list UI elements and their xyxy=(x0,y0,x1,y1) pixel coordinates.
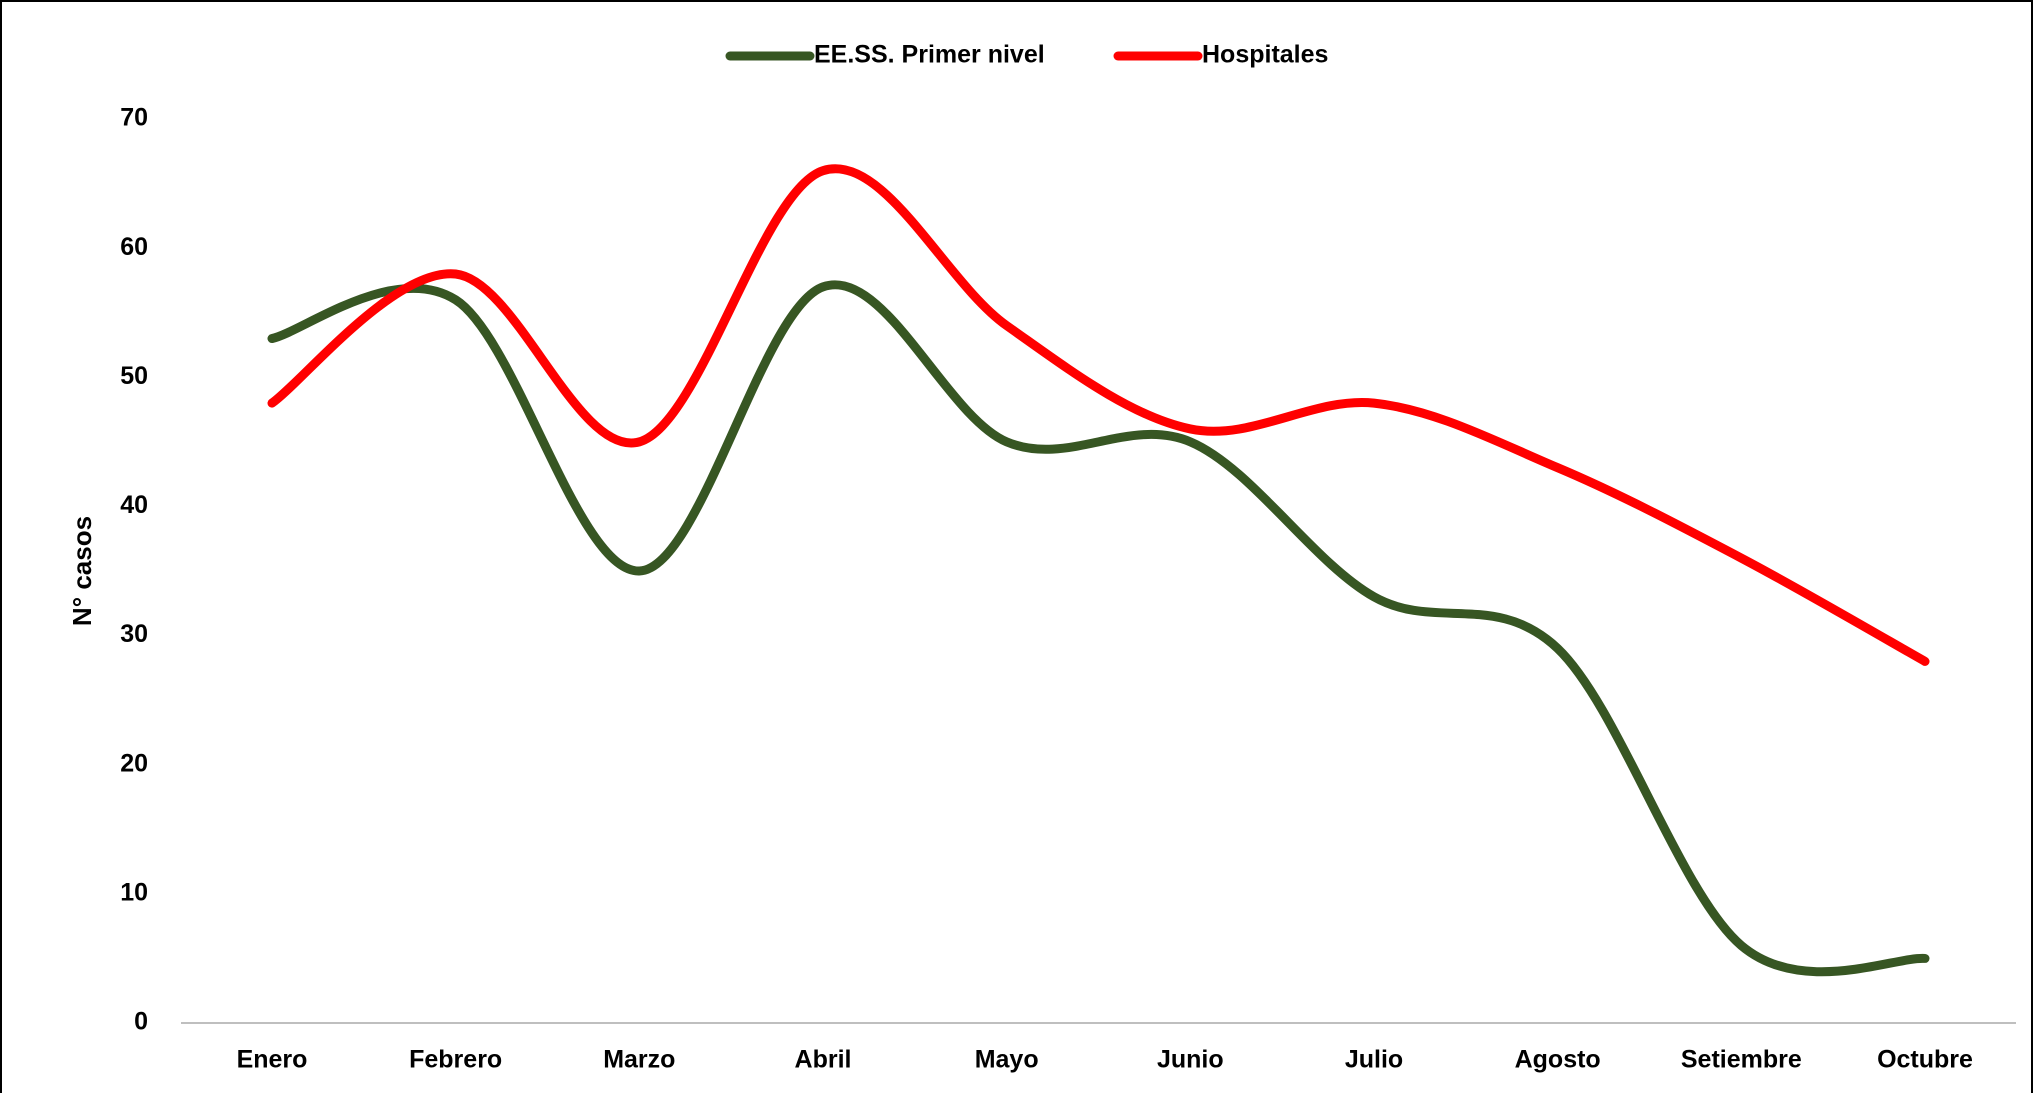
x-tick-label: Abril xyxy=(795,1046,852,1074)
y-tick-label: 70 xyxy=(120,104,148,132)
x-tick-label: Marzo xyxy=(603,1046,675,1074)
legend-label: EE.SS. Primer nivel xyxy=(814,41,1045,69)
x-tick-label: Junio xyxy=(1157,1046,1224,1074)
x-tick-label: Octubre xyxy=(1877,1046,1973,1074)
x-tick-label: Julio xyxy=(1345,1046,1403,1074)
y-tick-label: 10 xyxy=(120,878,148,906)
x-tick-label: Agosto xyxy=(1515,1046,1601,1074)
x-tick-label: Febrero xyxy=(409,1046,502,1074)
y-tick-label: 60 xyxy=(120,233,148,261)
y-tick-label: 30 xyxy=(120,620,148,648)
y-tick-label: 0 xyxy=(134,1008,148,1036)
y-tick-label: 20 xyxy=(120,749,148,777)
line-series xyxy=(267,164,1930,666)
y-tick-label: 50 xyxy=(120,362,148,390)
y-axis-title: N° casos xyxy=(67,516,97,626)
x-tick-label: Setiembre xyxy=(1681,1046,1802,1074)
x-tick-label: Mayo xyxy=(975,1046,1039,1074)
line-series xyxy=(267,280,1930,977)
y-tick-label: 40 xyxy=(120,491,148,519)
legend-label: Hospitales xyxy=(1202,41,1328,69)
x-tick-label: Enero xyxy=(237,1046,308,1074)
